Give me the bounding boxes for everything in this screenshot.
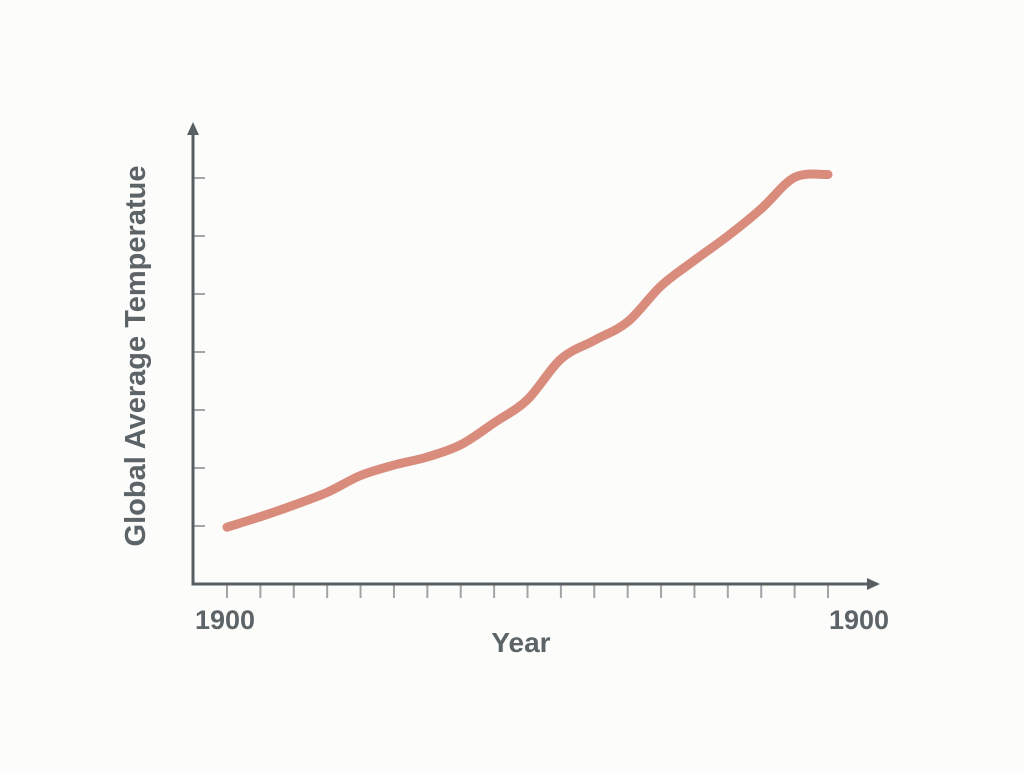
x-tick-label: 1900 bbox=[829, 605, 889, 635]
x-ticks bbox=[226, 585, 829, 598]
y-ticks bbox=[193, 177, 205, 527]
x-tick-label: 1900 bbox=[195, 605, 255, 635]
y-axis-label: Global Average Temperatue bbox=[120, 166, 152, 547]
x-tick-labels: 1900 1900 bbox=[195, 605, 889, 635]
y-axis-arrow-icon bbox=[187, 122, 199, 135]
x-axis-arrow-icon bbox=[867, 578, 880, 590]
series-line bbox=[222, 169, 833, 532]
x-axis-label: Year bbox=[491, 627, 550, 658]
